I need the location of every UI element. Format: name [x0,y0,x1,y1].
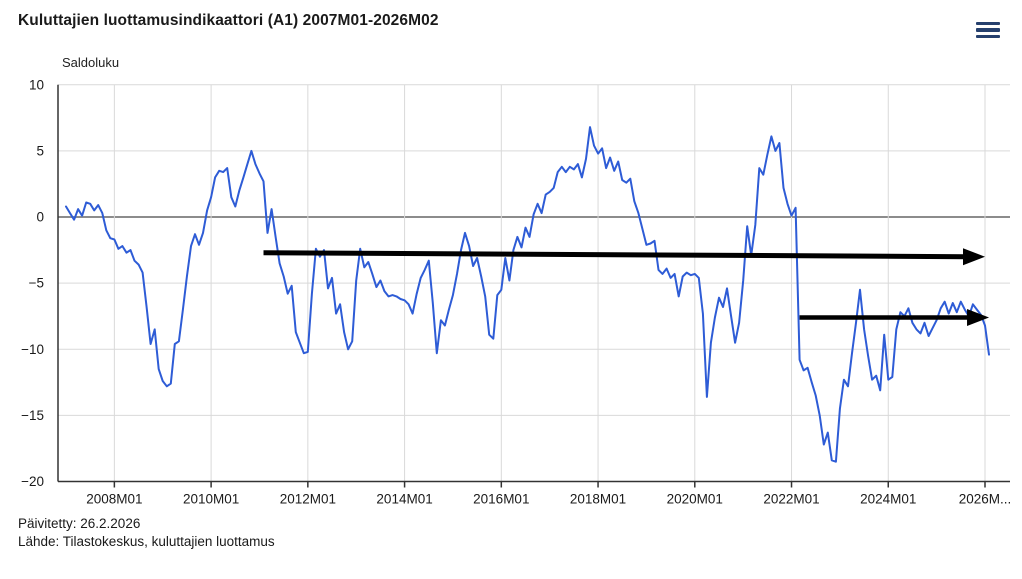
y-tick-label: −10 [21,342,44,357]
x-tick-label: 2008M01 [86,492,142,507]
y-axis-title: Saldoluku [62,55,120,70]
y-tick-label: 10 [29,77,44,92]
trend-arrow-annotation [799,309,990,327]
x-tick-label: 2024M01 [860,492,916,507]
x-tick-label: 2022M01 [763,492,819,507]
y-tick-label: −20 [21,474,44,489]
x-tick-label: 2012M01 [280,492,336,507]
y-tick-label: −5 [29,276,44,291]
confidence-indicator-line [65,126,990,463]
x-tick-label: 2020M01 [667,492,723,507]
x-tick-label: 2010M01 [183,492,239,507]
chart-menu-button[interactable] [976,18,1002,42]
x-tick-label: 2018M01 [570,492,626,507]
trend-arrow-annotation [263,248,985,266]
y-tick-label: 0 [36,210,44,225]
updated-text: Päivitetty: 26.2.2026 [18,516,141,531]
chart-title: Kuluttajien luottamusindikaattori (A1) 2… [18,12,439,29]
y-tick-label: 5 [36,143,44,158]
x-tick-label: 2026M... [959,492,1012,507]
source-text: Lähde: Tilastokeskus, kuluttajien luotta… [18,534,275,549]
x-tick-label: 2014M01 [376,492,432,507]
x-tick-label: 2016M01 [473,492,529,507]
y-tick-label: −15 [21,408,44,423]
